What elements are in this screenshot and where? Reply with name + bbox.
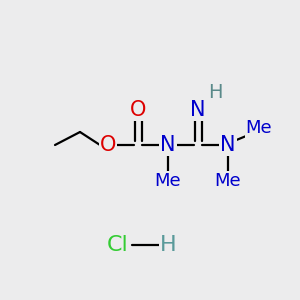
Text: O: O xyxy=(100,135,116,155)
Text: H: H xyxy=(160,235,176,255)
Text: Cl: Cl xyxy=(107,235,129,255)
Text: O: O xyxy=(130,100,146,120)
Text: N: N xyxy=(220,135,236,155)
Text: Me: Me xyxy=(155,172,181,190)
Text: H: H xyxy=(208,83,222,103)
Text: Me: Me xyxy=(215,172,241,190)
Text: N: N xyxy=(160,135,176,155)
Text: Me: Me xyxy=(246,119,272,137)
Text: N: N xyxy=(190,100,206,120)
